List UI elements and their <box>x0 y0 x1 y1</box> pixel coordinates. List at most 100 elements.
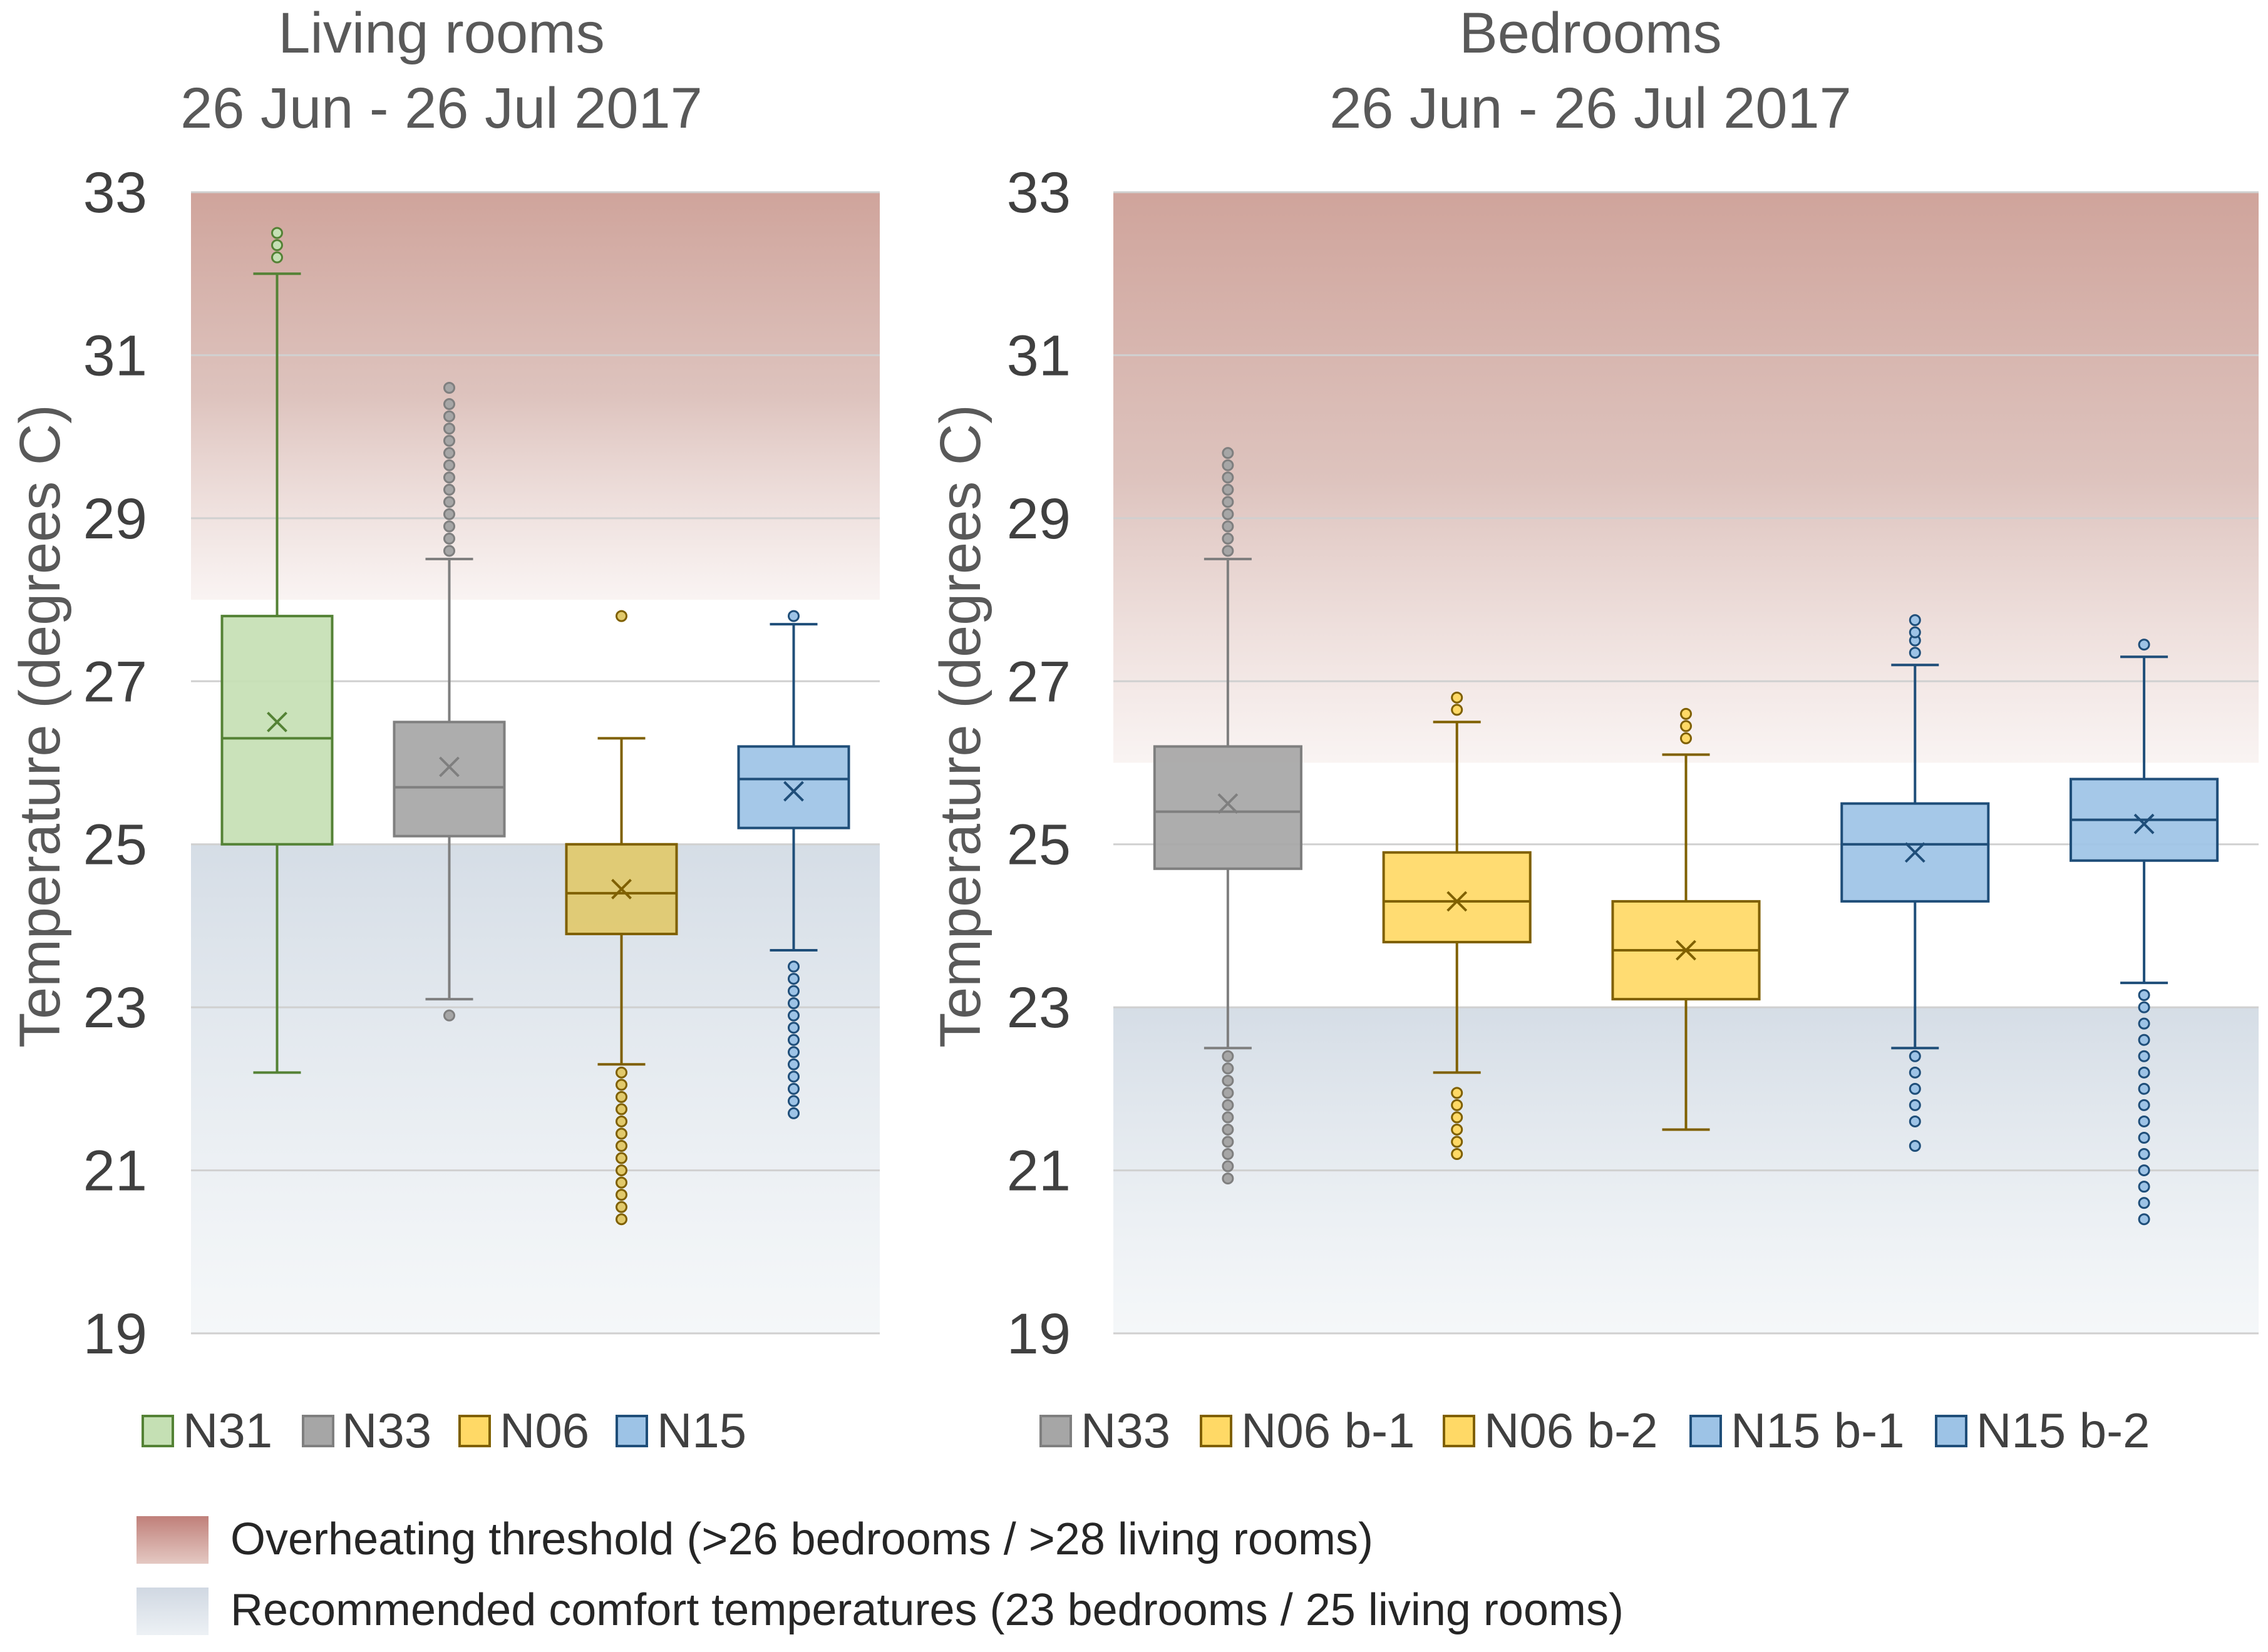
legend-swatch-n31 <box>142 1415 174 1447</box>
bedrooms-n06-b-1-outlier-point <box>1451 691 1463 704</box>
living-rooms-n15-outlier-point <box>788 1107 800 1119</box>
living-rooms-n15-mean-marker <box>783 781 804 802</box>
living-rooms-n15-outlier-point <box>788 1022 800 1034</box>
bedrooms-n15-b-2-outlier-point <box>2138 1050 2150 1062</box>
living-rooms-n15-outlier-point <box>788 1058 800 1070</box>
living-rooms-n06-outlier-point <box>616 1090 627 1103</box>
bedrooms-n15-b-2-outlier-point <box>2138 1164 2150 1177</box>
bedrooms-n15-b-1-box <box>1840 802 1990 903</box>
living-rooms-n33-outlier-point <box>443 471 455 484</box>
living-rooms-n15-outlier-point <box>788 1046 800 1059</box>
bedrooms-y-tick-label: 29 <box>1007 487 1071 551</box>
bedrooms-n15-b-2-outlier-point <box>2138 989 2150 1002</box>
bedrooms-n33-outlier-point <box>1222 520 1234 533</box>
living-rooms-n33-box <box>393 721 506 838</box>
living-rooms-n33-mean-marker <box>439 756 460 777</box>
bedrooms-n06-b-2-mean-marker <box>1676 940 1696 961</box>
living-rooms-n06-outlier-point <box>616 1152 627 1164</box>
bedrooms-n33-outlier-point <box>1222 483 1234 496</box>
living-rooms-n15-outlier-point <box>788 985 800 997</box>
bedrooms-n33-outlier-point <box>1222 1172 1234 1185</box>
bedrooms-y-tick-label: 23 <box>1007 976 1071 1040</box>
living-rooms-n15-outlier-point <box>788 973 800 985</box>
living-rooms-n31-box-group <box>220 227 334 1074</box>
bedrooms-y-tick-label: 25 <box>1007 813 1071 877</box>
living-rooms-n06-outlier-point <box>616 1189 627 1201</box>
living-rooms-n06-mean-marker <box>611 878 632 900</box>
bedrooms-n15-b-2-outlier-point <box>2138 1099 2150 1111</box>
living-rooms-panel: Living rooms 26 Jun - 26 Jul 2017 33 31 29… <box>8 1 880 1458</box>
bedrooms-n15-b-1-outlier-point <box>1909 1140 1921 1152</box>
living-rooms-n06-outlier-point <box>616 1140 627 1152</box>
bedrooms-n06-b-1-outlier-point <box>1451 1136 1463 1148</box>
bedrooms-n15-b-1-box-group <box>1840 614 1990 1152</box>
bedrooms-y-tick-label: 31 <box>1007 324 1071 387</box>
bedrooms-n15-b-1-outlier-point <box>1909 1115 1921 1127</box>
bedrooms-n06-b-1-box-group <box>1382 691 1532 1161</box>
living-rooms-overheating-band <box>191 192 880 600</box>
living-rooms-n15-box <box>737 745 850 829</box>
legend-swatch-n06 <box>458 1415 491 1447</box>
living-rooms-n06-outlier-point <box>616 1127 627 1140</box>
bedrooms-n33-outlier-point <box>1222 1111 1234 1124</box>
living-rooms-n06-outlier-point <box>616 1103 627 1116</box>
band-legend: Overheating threshold (>26 bedrooms / >2… <box>137 1514 1624 1635</box>
living-rooms-n06-outlier-point <box>616 1213 627 1226</box>
legend-label-n33-bedroom: N33 <box>1081 1403 1170 1458</box>
living-rooms-plot-area: 33 31 29 27 25 23 21 19 <box>83 161 880 1366</box>
bedrooms-y-tick-label: 33 <box>1007 161 1071 225</box>
bedrooms-panel: Bedrooms 26 Jun - 26 Jul 2017 33 31 29 27 25… <box>929 1 2259 1458</box>
bedrooms-plot-area: 33 31 29 27 25 23 21 19 <box>1007 161 2259 1366</box>
living-rooms-y-tick-label: 23 <box>83 976 147 1040</box>
bedrooms-n15-b-2-outlier-point <box>2138 1034 2150 1046</box>
living-rooms-n15-outlier-point <box>788 1009 800 1022</box>
legend-swatch-n15 <box>616 1415 648 1447</box>
living-rooms-n31-box <box>220 615 334 846</box>
bedrooms-n33-box <box>1153 745 1302 870</box>
living-rooms-n33-outlier-point <box>443 545 455 557</box>
bedrooms-n33-outlier-point <box>1222 471 1234 484</box>
bedrooms-n15-b-2-box-group <box>2070 639 2219 1226</box>
living-rooms-n06-outlier-point <box>616 1164 627 1177</box>
comfort-legend-label: Recommended comfort temperatures (23 bed… <box>230 1585 1624 1635</box>
bedrooms-n15-b-2-outlier-point <box>2138 1066 2150 1079</box>
legend-swatch-n15-b2 <box>1935 1415 1967 1447</box>
bedrooms-n06-b-2-outlier-point <box>1680 720 1692 732</box>
living-rooms-n06-box-group <box>565 610 678 1226</box>
bedrooms-n15-b-2-mean-marker <box>2133 813 2155 834</box>
bedrooms-n15-b-2-outlier-point <box>2138 1213 2150 1226</box>
bedrooms-n33-outlier-point <box>1222 545 1234 557</box>
living-rooms-n06-outlier-point <box>616 610 627 622</box>
bedrooms-n06-b-2-outlier-point <box>1680 732 1692 744</box>
living-rooms-n15-outlier-point <box>788 1082 800 1095</box>
bedrooms-n33-outlier-point <box>1222 508 1234 520</box>
bedrooms-n33-mean-marker <box>1217 793 1239 814</box>
bedrooms-n15-b-1-outlier-point <box>1909 1066 1921 1079</box>
bedrooms-n15-b-1-outlier-point <box>1909 1099 1921 1111</box>
bedrooms-n06-b-1-outlier-point <box>1451 1123 1463 1136</box>
legend-swatch-n06-b2 <box>1443 1415 1475 1447</box>
bedrooms-y-axis-label: Temperature (degrees C) <box>929 404 992 1048</box>
bedrooms-n15-b-1-mean-marker <box>1904 842 1925 863</box>
bedrooms-n15-b-2-outlier-point <box>2138 1148 2150 1161</box>
bedrooms-n15-b-1-outlier-point <box>1909 1082 1921 1095</box>
living-rooms-n33-outlier-point <box>443 459 455 471</box>
bedrooms-n33-outlier-point <box>1222 1050 1234 1062</box>
legend-label-n06-b2: N06 b-2 <box>1484 1403 1658 1458</box>
legend-swatch-n33-bedroom <box>1039 1415 1072 1447</box>
living-rooms-n06-outlier-point <box>616 1201 627 1213</box>
living-rooms-n31-outlier-point <box>271 239 283 252</box>
living-rooms-n33-outlier-point <box>443 532 455 545</box>
living-rooms-n15-outlier-point <box>788 1095 800 1107</box>
living-rooms-legend: N31 N33 N06 N15 <box>142 1403 746 1458</box>
bedrooms-title: Bedrooms <box>1459 1 1721 65</box>
living-rooms-n06-outlier-point <box>616 1115 627 1127</box>
bedrooms-n06-b-1-outlier-point <box>1451 704 1463 716</box>
living-rooms-y-tick-label: 27 <box>83 650 147 714</box>
bedrooms-n15-b-2-outlier-point <box>2138 1082 2150 1095</box>
living-rooms-y-tick-label: 33 <box>83 161 147 225</box>
bedrooms-n15-b-2-outlier-point <box>2138 1181 2150 1193</box>
living-rooms-y-tick-label: 19 <box>83 1302 147 1366</box>
living-rooms-title: Living rooms <box>278 1 605 65</box>
